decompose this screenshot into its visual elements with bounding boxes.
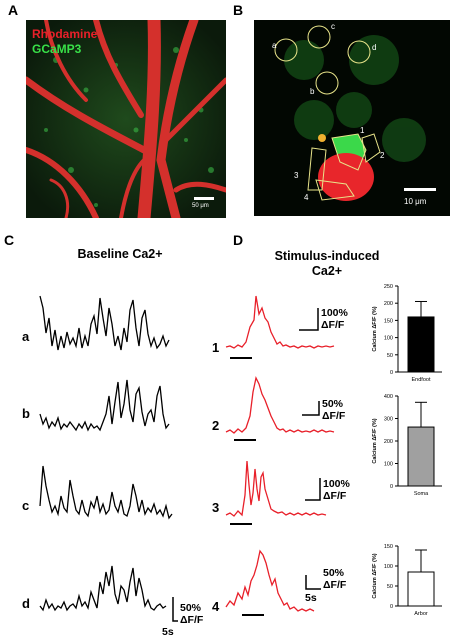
panel-b-image: a b c d 1 2 3 4 10 μm (254, 20, 450, 216)
bar-soma (407, 426, 435, 487)
bar-chart-svg: 0 50 100 150 200 250 Calcium ΔF/F (%) Endfoot (372, 284, 442, 383)
row-label-d: d (22, 596, 30, 611)
panel-a-image: Rhodamine GCaMP3 50 μm (26, 20, 226, 218)
roi-label-3: 3 (294, 171, 299, 180)
stimulus-scale-label-2: 50% ΔF/F (322, 398, 346, 422)
vessel-micrograph (26, 20, 226, 218)
stimulus-scale-label-1: 100% ΔF/F (321, 307, 348, 331)
bar-chart-arbor: 0 50 100 150 Calcium ΔF/F (%) Arbor (368, 540, 448, 620)
baseline-trace-b (39, 379, 170, 432)
category-label: Endfoot (412, 377, 431, 383)
stimulus-scale-label-3: 100% ΔF/F (323, 478, 350, 502)
stimulus-trace-2 (225, 376, 335, 441)
scale-bar-a (194, 197, 214, 200)
legend-rhodamine: Rhodamine (32, 27, 98, 41)
roi-label-a: a (272, 41, 277, 50)
y-tick-label: 100 (384, 336, 393, 342)
stimulus-scale-x-label-4: 5s (305, 592, 317, 604)
y-tick-label: 50 (387, 584, 393, 590)
y-tick-label: 200 (384, 301, 393, 307)
roi-label-1: 1 (360, 126, 365, 135)
panel-d-title: Stimulus-induced Ca2+ (274, 249, 380, 278)
y-tick-label: 0 (390, 484, 393, 490)
panel-c-title: Baseline Ca2+ (77, 247, 163, 261)
y-tick-label: 100 (384, 564, 393, 570)
baseline-scale-y-label: 50% ΔF/F (180, 602, 204, 626)
stimulus-trace-3 (225, 460, 327, 525)
row-label-c: c (22, 498, 30, 513)
bar-chart-endfoot: 0 50 100 150 200 250 Calcium ΔF/F (%) Endfoot (368, 280, 448, 386)
bar-chart-svg: 0 50 100 150 Calcium ΔF/F (%) Arbor (372, 544, 442, 617)
stimulus-scale-bar-3 (305, 478, 321, 501)
y-tick-label: 150 (384, 544, 393, 550)
baseline-trace-a (39, 295, 170, 351)
y-tick-label: 200 (384, 439, 393, 445)
panel-c-label: C (4, 232, 15, 248)
stimulus-scale-bar-1 (299, 308, 319, 331)
y-tick-label: 250 (384, 284, 393, 290)
stimulus-trace-4 (225, 549, 315, 616)
scale-bar-b (404, 188, 436, 191)
row-label-4: 4 (212, 599, 220, 614)
stimulus-scale-bar-4 (305, 575, 321, 590)
bar-chart-soma: 0 100 200 300 400 Calcium ΔF/F (%) Soma (368, 390, 448, 500)
roi-label-2: 2 (380, 151, 385, 160)
legend-gcamp: GCaMP3 (32, 42, 82, 56)
scale-bar-a-label: 50 μm (192, 203, 209, 209)
bar-arbor (407, 571, 435, 607)
row-label-b: b (22, 406, 30, 421)
y-tick-label: 300 (384, 417, 393, 423)
roi-label-c: c (331, 22, 335, 31)
baseline-trace-d (39, 565, 167, 612)
stimulus-trace-1 (225, 295, 335, 359)
y-axis-label: Calcium ΔF/F (%) (372, 418, 378, 463)
bar-chart-svg: 0 100 200 300 400 Calcium ΔF/F (%) Soma (372, 394, 442, 497)
scale-bar-b-label: 10 μm (404, 197, 427, 206)
row-label-a: a (22, 329, 30, 344)
y-axis-label: Calcium ΔF/F (%) (372, 553, 378, 598)
astrocyte-micrograph: a b c d 1 2 3 4 10 μm (272, 22, 436, 206)
roi-label-d: d (372, 43, 376, 52)
baseline-trace-c (39, 465, 173, 520)
row-label-1: 1 (212, 340, 220, 355)
baseline-scale-bar (172, 597, 178, 622)
row-label-2: 2 (212, 418, 220, 433)
bar-endfoot (407, 316, 435, 373)
category-label: Soma (414, 491, 429, 497)
baseline-scale-x-label: 5s (162, 626, 174, 638)
roi-label-4: 4 (304, 193, 309, 202)
panel-d-label: D (233, 232, 244, 248)
roi-label-b: b (310, 87, 315, 96)
stimulus-scale-label-4: 50% ΔF/F (323, 567, 347, 591)
y-tick-label: 150 (384, 318, 393, 324)
y-tick-label: 50 (387, 353, 393, 359)
stimulus-scale-bar-2 (302, 401, 320, 416)
panel-a-label: A (8, 2, 19, 18)
row-label-3: 3 (212, 500, 220, 515)
y-tick-label: 400 (384, 394, 393, 400)
category-label: Arbor (414, 611, 428, 617)
y-tick-label: 0 (390, 370, 393, 376)
panel-b-label: B (233, 2, 244, 18)
y-axis-label: Calcium ΔF/F (%) (372, 306, 378, 351)
y-tick-label: 100 (384, 462, 393, 468)
y-tick-label: 0 (390, 604, 393, 610)
